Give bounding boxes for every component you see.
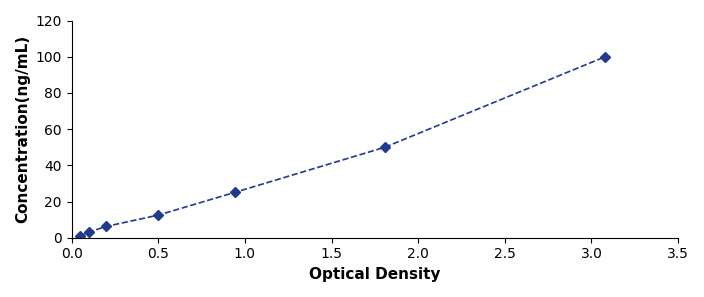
Y-axis label: Concentration(ng/mL): Concentration(ng/mL) bbox=[15, 35, 30, 223]
X-axis label: Optical Density: Optical Density bbox=[309, 267, 441, 282]
